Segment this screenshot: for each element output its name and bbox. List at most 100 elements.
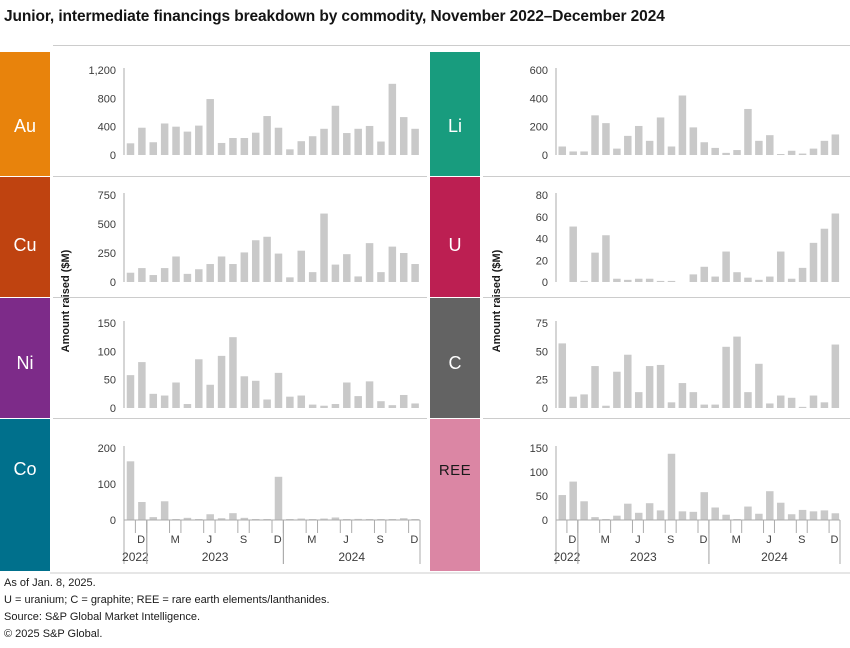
rare-earth-elements-bar-Sep-2024 <box>798 509 807 520</box>
cobalt-bar-May-2024 <box>331 517 340 520</box>
uranium-bar-Oct-2024 <box>809 242 818 282</box>
commodity-label-u: U <box>448 235 462 255</box>
lithium-bar-Sep-2023 <box>667 146 676 155</box>
graphite-bar-Jan-2024 <box>711 404 719 408</box>
copper-bar-Aug-2024 <box>365 243 374 282</box>
nickel-bar-Jul-2023 <box>217 355 226 408</box>
copper-y-tick-label: 250 <box>98 248 116 260</box>
graphite-y-tick-label: 75 <box>536 318 548 330</box>
footnote-source: Source: S&P Global Market Intelligence. <box>4 611 201 623</box>
lithium-bar-Feb-2023 <box>591 115 599 155</box>
graphite-bar-Jul-2024 <box>776 395 785 408</box>
nickel-bar-May-2024 <box>331 404 340 408</box>
graphite-bar-Aug-2024 <box>787 397 796 408</box>
rare-earth-elements-bar-Jul-2023 <box>645 503 654 520</box>
gold-bar-Dec-2022 <box>138 127 146 155</box>
rare-earth-elements-bar-Jun-2024 <box>766 491 774 520</box>
rare-earth-elements-bar-Aug-2024 <box>787 514 796 520</box>
rare-earth-elements-bar-Oct-2024 <box>809 511 818 520</box>
lithium-bar-Apr-2024 <box>744 108 752 155</box>
lithium-y-tick-label: 0 <box>542 150 548 162</box>
lithium-bar-Aug-2023 <box>656 117 665 155</box>
lithium-bar-Jun-2023 <box>634 125 643 155</box>
copper-bar-Mar-2024 <box>308 272 317 282</box>
month-label-left: J <box>343 534 349 546</box>
rare-earth-elements-bar-Feb-2023 <box>591 517 599 520</box>
lithium-y-tick-label: 400 <box>530 93 548 105</box>
gold-bar-Dec-2024 <box>411 128 419 155</box>
gold-bar-Aug-2023 <box>229 138 237 155</box>
gold-bar-Nov-2022 <box>126 143 135 155</box>
graphite-bar-May-2024 <box>755 363 763 408</box>
gold-bar-Apr-2024 <box>320 128 328 155</box>
gold-bar-Sep-2023 <box>240 138 249 155</box>
graphite-bar-Nov-2024 <box>820 402 829 408</box>
copper-bar-Apr-2024 <box>320 213 328 282</box>
commodity-block-li: Li <box>430 52 480 176</box>
nickel-bar-Sep-2023 <box>240 376 249 408</box>
graphite-y-tick-label: 0 <box>542 403 548 415</box>
uranium-bar-Sep-2023 <box>667 280 676 282</box>
month-label-right: D <box>699 534 707 546</box>
cobalt-bar-Feb-2023 <box>160 501 169 520</box>
graphite-bar-Sep-2024 <box>798 406 807 408</box>
copper-bar-Jul-2023 <box>217 256 226 282</box>
cobalt-bar-Nov-2024 <box>399 518 408 520</box>
copper-bar-Dec-2022 <box>138 268 146 282</box>
cobalt-bar-Aug-2023 <box>229 513 237 520</box>
copper-bar-Feb-2024 <box>297 250 306 282</box>
gold-bar-Jun-2024 <box>343 133 351 155</box>
nickel-y-tick-label: 50 <box>104 375 116 387</box>
graphite-bar-Jul-2023 <box>645 366 654 408</box>
nickel-bar-Feb-2023 <box>160 395 169 408</box>
lithium-y-tick-label: 200 <box>530 122 548 134</box>
year-label-right: 2024 <box>761 550 788 564</box>
lithium-bar-Dec-2023 <box>700 142 709 155</box>
gold-bar-Nov-2023 <box>263 116 271 155</box>
uranium-bar-Mar-2024 <box>733 272 741 282</box>
uranium-bar-Dec-2023 <box>700 266 709 282</box>
rare-earth-elements-y-tick-label: 150 <box>530 443 548 455</box>
cobalt-bar-Apr-2023 <box>183 517 192 520</box>
lithium-bar-Dec-2022 <box>569 151 577 155</box>
lithium-bar-Jan-2023 <box>580 151 588 155</box>
rare-earth-elements-y-tick-label: 0 <box>542 515 548 527</box>
commodity-block-ree: REE <box>430 419 480 571</box>
commodity-block-ni: Ni <box>0 298 50 418</box>
copper-y-tick-label: 750 <box>98 190 116 202</box>
gold-y-tick-label: 400 <box>98 122 116 134</box>
copper-bar-Oct-2024 <box>388 246 397 282</box>
copper-bar-Jan-2024 <box>286 277 294 282</box>
rare-earth-elements-bar-Nov-2023 <box>689 511 698 520</box>
lithium-bar-Jul-2024 <box>776 154 785 155</box>
commodity-label-co: Co <box>13 459 37 479</box>
rare-earth-elements-bar-Jan-2024 <box>711 507 719 520</box>
uranium-bar-Jul-2024 <box>776 251 785 282</box>
copper-bar-May-2023 <box>195 269 203 282</box>
rare-earth-elements-bar-Dec-2023 <box>700 492 709 520</box>
lithium-bar-Sep-2024 <box>798 153 807 155</box>
cobalt-bar-Dec-2023 <box>274 476 283 520</box>
cobalt-bar-Apr-2024 <box>320 518 328 520</box>
uranium-bar-Jun-2023 <box>634 278 643 282</box>
copper-bar-Mar-2023 <box>172 256 180 282</box>
graphite-bar-Jan-2023 <box>580 394 588 408</box>
rare-earth-elements-bar-Apr-2023 <box>613 515 621 520</box>
lithium-bar-Jan-2024 <box>711 147 719 155</box>
rare-earth-elements-bar-Nov-2024 <box>820 510 829 520</box>
rare-earth-elements-bar-Jul-2024 <box>776 502 785 520</box>
cobalt-bar-Jan-2023 <box>149 517 158 520</box>
cobalt-bar-Nov-2022 <box>126 461 135 520</box>
copper-bar-Feb-2023 <box>160 268 169 282</box>
graphite-y-tick-label: 50 <box>536 346 548 358</box>
nickel-bar-Apr-2023 <box>183 404 192 408</box>
uranium-bar-Dec-2022 <box>569 226 577 282</box>
gold-bar-Feb-2024 <box>297 141 306 155</box>
uranium-bar-Jan-2023 <box>580 280 588 282</box>
year-label-left: 2023 <box>202 550 229 564</box>
rare-earth-elements-bar-May-2023 <box>624 503 632 520</box>
graphite-bar-Apr-2024 <box>744 392 752 408</box>
lithium-bar-Oct-2024 <box>809 148 818 155</box>
rare-earth-elements-bar-Apr-2024 <box>744 506 752 520</box>
